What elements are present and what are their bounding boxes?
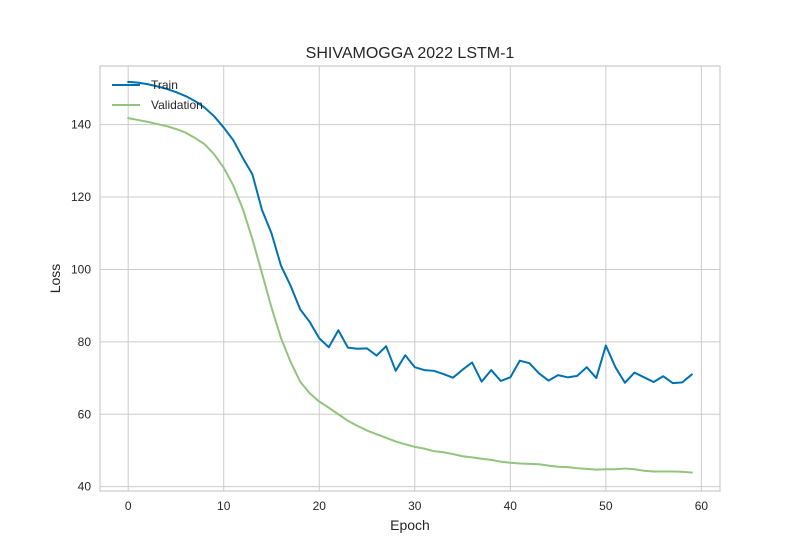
x-tick-label: 50 [599, 499, 613, 513]
legend-item-train: Train [112, 78, 178, 92]
x-tick-label: 60 [695, 499, 709, 513]
series-line-validation [127, 117, 693, 474]
legend-label: Train [151, 78, 178, 92]
chart-title: SHIVAMOGGA 2022 LSTM-1 [306, 45, 515, 62]
legend-label: Validation [151, 98, 203, 112]
x-tick-label: 10 [217, 499, 231, 513]
y-axis-title: Loss [47, 264, 63, 294]
tick-labels: 0 10 20 30 40 50 60 40 60 80 100 120 140 [71, 118, 708, 513]
x-tick-label: 40 [504, 499, 518, 513]
y-tick-label: 100 [71, 262, 91, 276]
legend: Train Validation [112, 78, 203, 112]
series-line-train [127, 80, 693, 385]
y-tick-label: 60 [78, 407, 92, 421]
y-tick-label: 40 [78, 480, 92, 494]
x-tick-label: 0 [125, 499, 132, 513]
legend-item-validation: Validation [112, 98, 203, 112]
series-lines [127, 80, 693, 474]
grid [100, 66, 720, 491]
plot-frame [99, 65, 721, 492]
y-tick-label: 120 [71, 190, 91, 204]
y-tick-label: 140 [71, 118, 91, 132]
y-tick-label: 80 [78, 335, 92, 349]
x-tick-label: 30 [408, 499, 422, 513]
x-axis-title: Epoch [390, 517, 430, 533]
x-tick-label: 20 [313, 499, 327, 513]
